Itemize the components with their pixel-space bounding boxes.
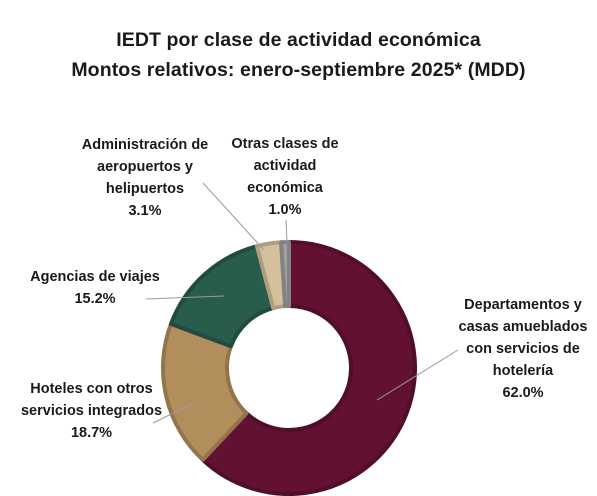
- chart-title: IEDT por clase de actividad económica: [116, 29, 481, 51]
- leader-line-departamentos: [376, 349, 459, 401]
- slice-value-departamentos: 62.0%: [502, 385, 544, 401]
- slice-otras: [279, 240, 291, 309]
- slice-name-agencias: Agencias de viajes: [30, 269, 160, 285]
- slice-name-otras: Otras clases de actividad económica: [231, 136, 339, 196]
- slice-value-hoteles: 18.7%: [70, 425, 113, 441]
- leader-line-hoteles: [152, 401, 197, 424]
- slice-label-hoteles: Hoteles con otros servicios integrados 1…: [14, 378, 169, 444]
- leader-line-otras: [285, 219, 288, 243]
- slice-name-aeropuertos: Administración de aeropuertos y helipuer…: [81, 137, 209, 197]
- leader-line-aeropuertos: [202, 182, 265, 251]
- slice-value-aeropuertos: 3.1%: [128, 203, 162, 219]
- chart-subtitle: Montos relativos: enero-septiembre 2025*…: [71, 59, 526, 81]
- slice-label-departamentos: Departamentos y casas amueblados con ser…: [458, 294, 588, 404]
- slice-label-aeropuertos: Administración de aeropuertos y helipuer…: [70, 134, 220, 222]
- slice-departamentos: [200, 240, 417, 496]
- slice-label-agencias: Agencias de viajes 15.2%: [30, 266, 160, 310]
- slice-name-departamentos: Departamentos y casas amueblados con ser…: [458, 297, 588, 379]
- slice-name-hoteles: Hoteles con otros servicios integrados: [20, 381, 163, 419]
- slice-label-otras: Otras clases de actividad económica 1.0%: [220, 133, 350, 221]
- slice-value-otras: 1.0%: [268, 202, 302, 218]
- leader-line-agencias: [145, 295, 225, 300]
- slice-value-agencias: 15.2%: [74, 291, 116, 307]
